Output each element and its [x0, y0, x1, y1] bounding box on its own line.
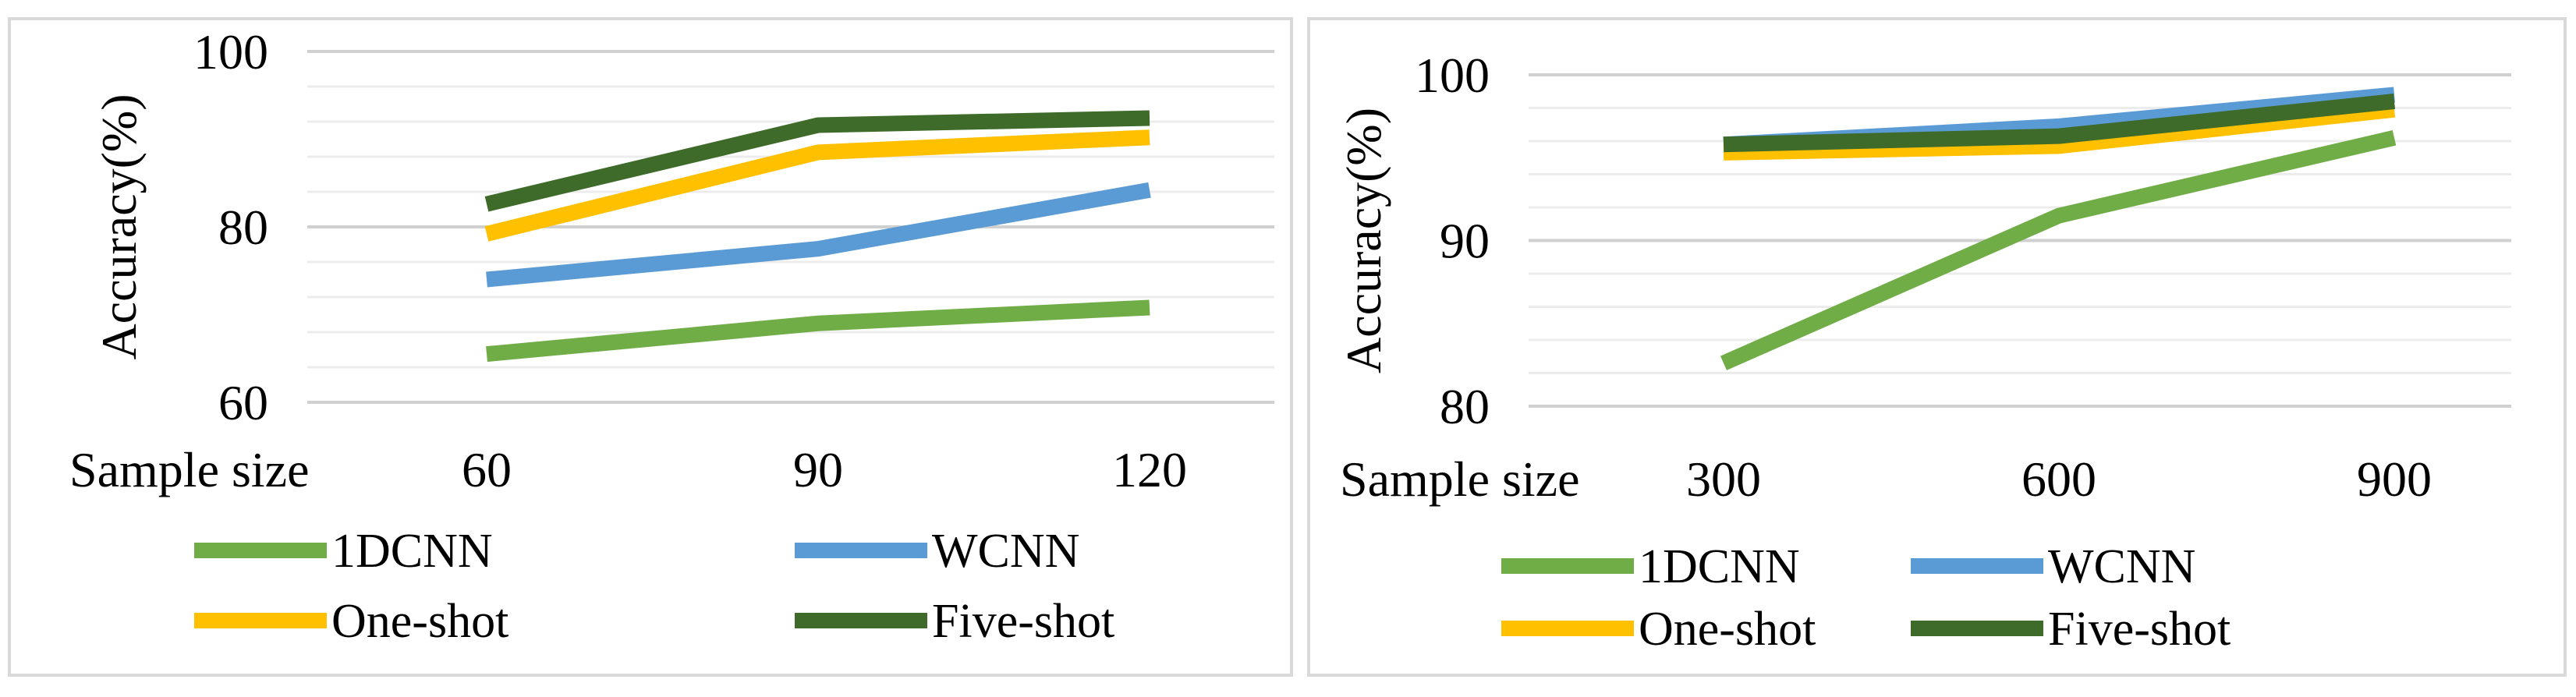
y-tick-label: 80: [218, 200, 268, 255]
legend-label: WCNN: [2048, 540, 2195, 593]
chart-right: 80 90 100 Accuracy(%) Sample size 300 600 900 1D…: [1336, 48, 2511, 656]
x-tick-label: 60: [462, 442, 512, 497]
series-line-wcnn: [486, 182, 1151, 288]
legend-item-wcnn: WCNN: [795, 525, 1079, 578]
series-line-1dcnn: [486, 299, 1150, 363]
legend-item-five-shot: Five-shot: [795, 595, 1114, 648]
series-line-five-shot: [484, 110, 1150, 212]
legend-label: One-shot: [1639, 603, 1816, 656]
series-line-one-shot: [1723, 101, 2396, 161]
y-tick-label: 60: [218, 375, 268, 430]
legend-item-1dcnn: 1DCNN: [1501, 540, 1800, 593]
legend-label: 1DCNN: [1639, 540, 1800, 593]
chart-panel-right: 80 90 100 Accuracy(%) Sample size 300 600 900 1D…: [1307, 17, 2567, 677]
x-tick-label: 300: [1686, 451, 1761, 507]
x-axis-title: Sample size: [69, 442, 309, 497]
y-axis-title: Accuracy(%): [1336, 108, 1391, 373]
y-axis-title: Accuracy(%): [91, 94, 147, 359]
chart-panel-left: 60 80 100 Accuracy(%) Sample size 60 90 120 1DCN…: [8, 17, 1293, 677]
x-tick-label: 900: [2357, 451, 2432, 507]
legend-label: WCNN: [932, 525, 1079, 578]
chart-left: 60 80 100 Accuracy(%) Sample size 60 90 120 1DCN…: [69, 24, 1274, 648]
legend-item-one-shot: One-shot: [1501, 603, 1816, 656]
x-axis-title: Sample size: [1340, 451, 1579, 507]
series-line-one-shot: [484, 129, 1150, 242]
gridlines: [1529, 73, 2511, 408]
series-line-five-shot: [1723, 94, 2396, 153]
legend-item-one-shot: One-shot: [194, 595, 508, 648]
y-tick-label: 100: [193, 24, 268, 80]
y-tick-label: 100: [1415, 48, 1490, 103]
series-line-1dcnn: [1720, 130, 2397, 370]
x-tick-label: 120: [1112, 442, 1187, 497]
gridlines: [307, 50, 1274, 404]
y-tick-label: 80: [1440, 379, 1490, 434]
legend-label: One-shot: [331, 595, 508, 648]
legend-item-five-shot: Five-shot: [1911, 603, 2231, 656]
legend-item-1dcnn: 1DCNN: [194, 525, 493, 578]
legend-label: Five-shot: [932, 595, 1114, 648]
x-tick-label: 90: [793, 442, 843, 497]
y-tick-label: 90: [1440, 214, 1490, 269]
legend-label: Five-shot: [2048, 603, 2231, 656]
legend-label: 1DCNN: [331, 525, 493, 578]
legend-item-wcnn: WCNN: [1911, 540, 2195, 593]
x-tick-label: 600: [2021, 451, 2096, 507]
